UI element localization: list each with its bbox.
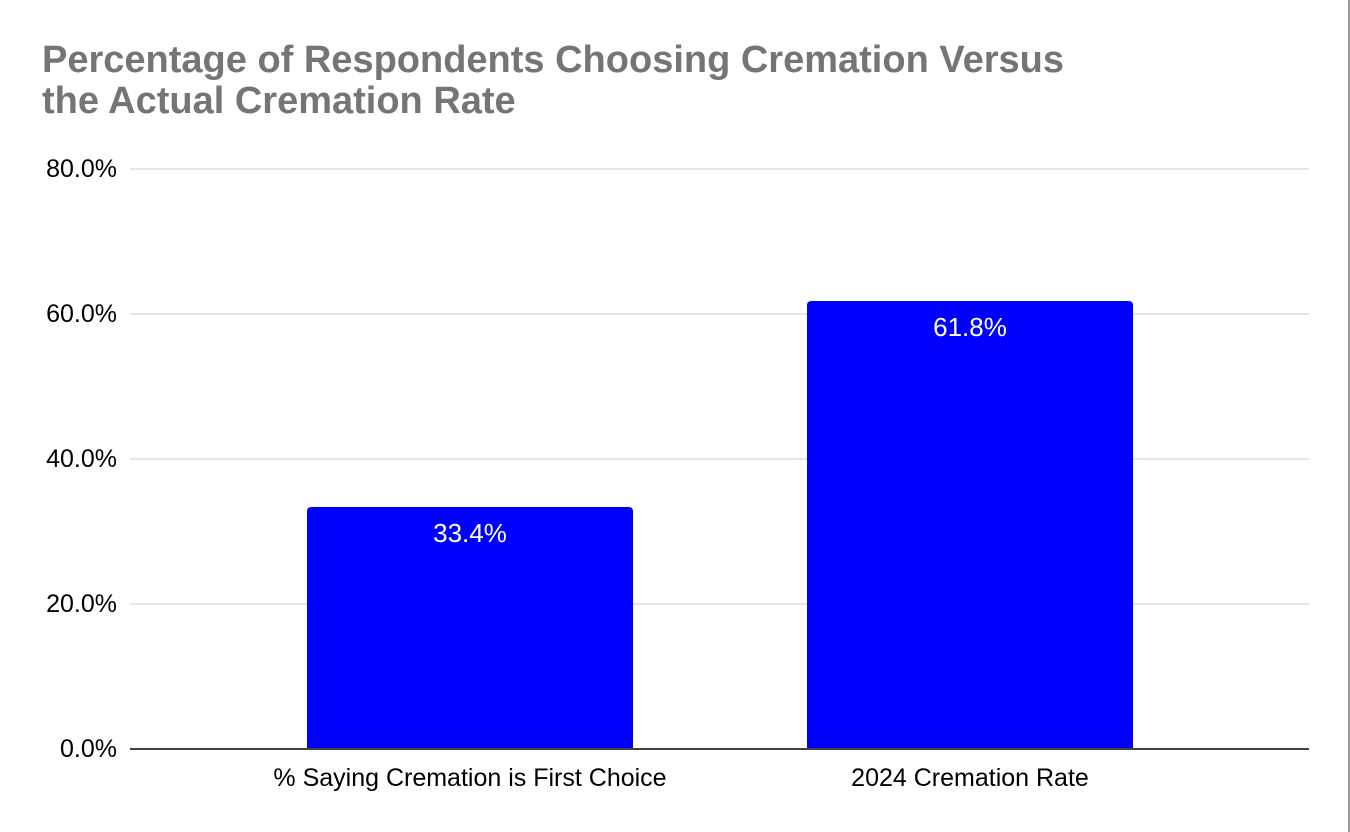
x-axis-category-label-1: % Saying Cremation is First Choice: [273, 764, 667, 792]
y-tick-label-0: 0.0%: [60, 735, 117, 763]
x-axis-category-label-2: 2024 Cremation Rate: [851, 764, 1089, 792]
y-tick-label-40: 40.0%: [46, 445, 117, 473]
gridline-40: [130, 458, 1309, 460]
bar-1: 33.4%: [307, 507, 633, 749]
gridline-60: [130, 313, 1309, 315]
bar-2: 61.8%: [807, 301, 1133, 749]
gridline-80: [130, 168, 1309, 170]
bar-value-label-1: 33.4%: [433, 518, 507, 548]
bar-value-label-2: 61.8%: [933, 312, 1007, 342]
x-axis-line: [130, 748, 1309, 750]
y-tick-label-20: 20.0%: [46, 590, 117, 618]
chart-title-line1: Percentage of Respondents Choosing Crema…: [42, 39, 1064, 81]
y-tick-label-80: 80.0%: [46, 155, 117, 183]
chart-title-line2: the Actual Cremation Rate: [42, 80, 516, 122]
y-tick-label-60: 60.0%: [46, 300, 117, 328]
gridline-20: [130, 603, 1309, 605]
chart-title: Percentage of Respondents Choosing Crema…: [42, 40, 1312, 122]
